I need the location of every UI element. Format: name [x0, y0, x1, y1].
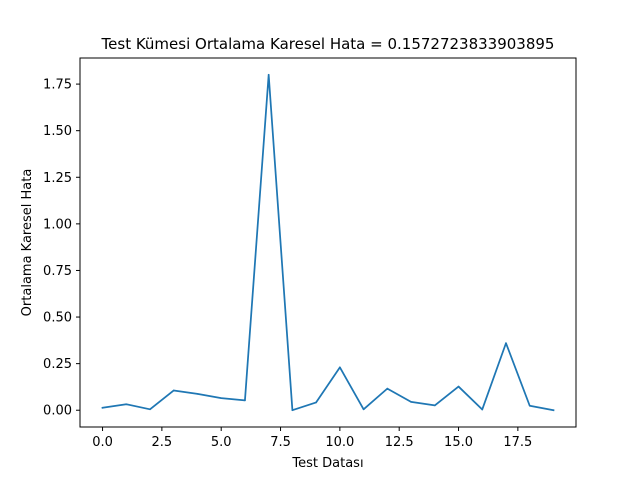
data-point — [505, 342, 507, 344]
data-point — [553, 409, 555, 411]
data-point — [315, 402, 317, 404]
data-point — [173, 390, 175, 392]
y-tick-label: 0.25 — [43, 357, 72, 372]
x-tick-label: 0.0 — [92, 435, 113, 450]
data-point — [149, 408, 151, 410]
data-point — [244, 400, 246, 402]
data-point — [197, 393, 199, 395]
data-point — [292, 409, 294, 411]
data-point — [458, 386, 460, 388]
y-tick-label: 1.00 — [43, 217, 72, 232]
data-point — [102, 407, 104, 409]
y-tick-label: 1.25 — [43, 171, 72, 186]
y-tick-label: 1.75 — [43, 78, 72, 93]
data-point — [268, 74, 270, 76]
x-tick-label: 10.0 — [325, 435, 354, 450]
x-tick-label: 5.0 — [211, 435, 232, 450]
data-point — [339, 367, 341, 369]
x-tick-label: 2.5 — [152, 435, 173, 450]
y-tick-label: 0.50 — [43, 311, 72, 326]
data-point — [410, 401, 412, 403]
x-axis-label: Test Datası — [291, 456, 363, 471]
chart-title: Test Kümesi Ortalama Karesel Hata = 0.15… — [101, 35, 555, 53]
data-point — [363, 408, 365, 410]
x-tick-label: 15.0 — [444, 435, 473, 450]
data-point — [481, 409, 483, 411]
data-point — [387, 388, 389, 390]
x-tick-label: 7.5 — [270, 435, 291, 450]
y-tick-label: 0.75 — [43, 264, 72, 279]
data-point — [434, 405, 436, 407]
y-axis-label: Ortalama Karesel Hata — [20, 169, 35, 317]
x-tick-label: 12.5 — [385, 435, 414, 450]
data-point — [529, 405, 531, 407]
x-tick-label: 17.5 — [503, 435, 532, 450]
y-tick-label: 0.00 — [43, 404, 72, 419]
data-point — [125, 403, 127, 405]
data-point — [220, 397, 222, 399]
y-tick-label: 1.50 — [43, 124, 72, 139]
